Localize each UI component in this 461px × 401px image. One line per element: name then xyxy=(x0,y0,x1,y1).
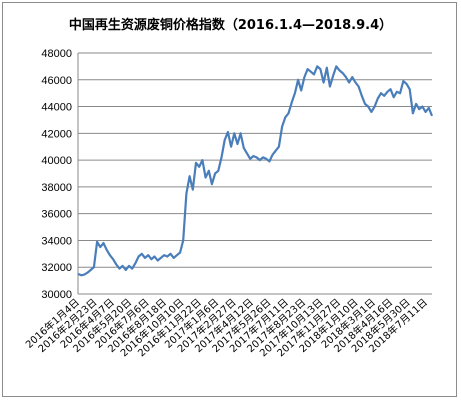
y-tick-label: 44000 xyxy=(41,102,72,114)
y-tick-label: 36000 xyxy=(41,209,72,221)
y-tick-label: 30000 xyxy=(41,289,72,301)
y-tick-label: 38000 xyxy=(41,182,72,194)
y-tick-label: 40000 xyxy=(41,155,72,167)
y-tick-label: 34000 xyxy=(41,235,72,247)
y-tick-label: 48000 xyxy=(41,48,72,60)
y-tick-label: 32000 xyxy=(41,262,72,274)
series-line xyxy=(77,65,434,277)
y-tick-label: 42000 xyxy=(41,128,72,140)
chart-title: 中国再生资源废铜价格指数（2016.1.4—2018.9.4） xyxy=(68,18,393,33)
y-tick-label: 46000 xyxy=(41,75,72,87)
